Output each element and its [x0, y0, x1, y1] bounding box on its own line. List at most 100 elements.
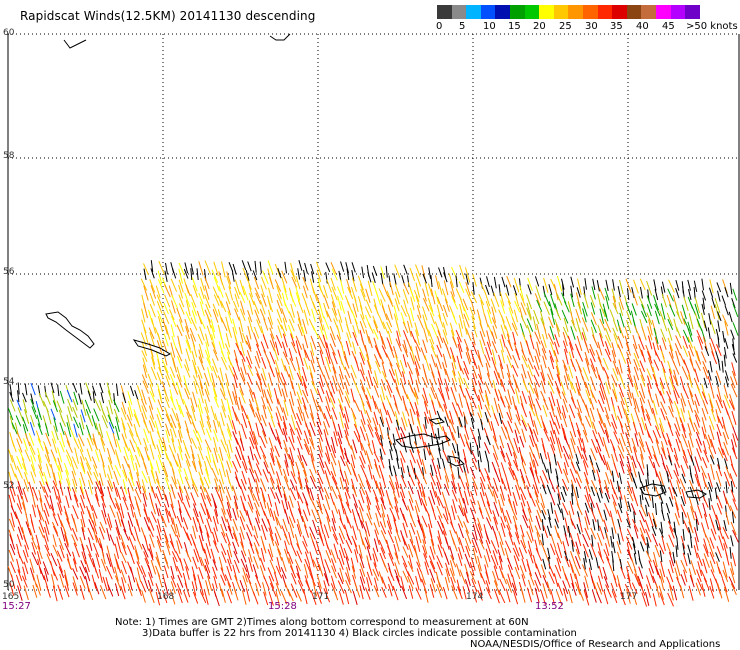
wind-barb-icon — [570, 285, 573, 298]
wind-barb-icon — [590, 460, 596, 474]
wind-barb-icon — [562, 331, 568, 347]
wind-barb-icon — [631, 455, 637, 469]
wind-barb-icon — [359, 321, 366, 334]
wind-barb-icon — [567, 373, 573, 390]
wind-barb-icon — [204, 503, 210, 520]
wind-barb-icon — [568, 510, 574, 526]
wind-barb-icon — [570, 461, 577, 474]
wind-barb-icon — [661, 447, 667, 460]
wind-barb-icon — [386, 290, 393, 305]
wind-barb-icon — [431, 323, 438, 338]
wind-barb-icon — [134, 454, 141, 468]
wind-barb-icon — [232, 541, 238, 555]
wind-barb-icon — [542, 574, 549, 589]
wind-barb-icon — [444, 416, 449, 427]
wind-barb-icon — [211, 373, 216, 388]
wind-barb-icon — [319, 350, 325, 366]
wind-barb-icon — [210, 405, 216, 421]
wind-barb-icon — [184, 420, 190, 434]
wind-barb-icon — [451, 296, 459, 310]
wind-barb-icon — [281, 556, 287, 572]
wind-barb-icon — [191, 302, 197, 316]
wind-barb-icon — [444, 408, 451, 424]
wind-barb-icon — [626, 511, 631, 526]
wind-barb-icon — [100, 495, 107, 508]
wind-barb-icon — [456, 459, 464, 473]
wind-barb-icon — [477, 354, 484, 368]
wind-barb-icon — [141, 405, 148, 420]
wind-barb-icon — [79, 477, 84, 495]
wind-barb-icon — [319, 551, 325, 568]
wind-barb-icon — [72, 582, 78, 596]
wind-barb-icon — [191, 453, 197, 470]
wind-barb-icon — [233, 495, 239, 510]
colorbar-swatch — [626, 5, 642, 19]
wind-barb-icon — [479, 281, 487, 295]
wind-barb-icon — [123, 456, 130, 468]
wind-barb-icon — [171, 468, 177, 485]
wind-barb-icon — [633, 494, 639, 507]
wind-barb-icon — [484, 467, 491, 481]
colorbar-label: 45 — [662, 21, 675, 32]
wind-barb-icon — [507, 442, 513, 457]
wind-barb-icon — [675, 502, 680, 518]
wind-barb-icon — [282, 415, 287, 430]
wind-barb-icon — [191, 350, 197, 366]
wind-barb-icon — [554, 422, 560, 435]
wind-barb-icon — [651, 512, 658, 527]
wind-barb-icon — [541, 509, 546, 520]
wind-barb-icon — [330, 549, 337, 563]
wind-barb-icon — [163, 556, 170, 569]
wind-barb-icon — [393, 273, 397, 285]
wind-barb-icon — [619, 496, 623, 509]
wind-barb-icon — [298, 300, 304, 314]
wind-barb-icon — [408, 490, 414, 503]
wind-barb-icon — [513, 542, 520, 557]
wind-barb-icon — [297, 367, 303, 382]
wind-barb-icon — [185, 508, 192, 521]
wind-barb-icon — [634, 407, 640, 423]
wind-barb-icon — [226, 275, 232, 290]
wind-barb-icon — [612, 360, 619, 375]
wind-barb-icon — [394, 298, 400, 312]
wind-barb-icon — [386, 410, 393, 424]
wind-barb-icon — [52, 525, 59, 537]
wind-barb-icon — [445, 562, 451, 577]
wind-barb-icon — [156, 524, 162, 541]
wind-barb-icon — [352, 468, 359, 482]
wind-barb-icon — [255, 380, 262, 392]
wind-barb-icon — [316, 573, 322, 589]
wind-barb-icon — [690, 536, 693, 549]
wind-barb-icon — [231, 406, 238, 422]
wind-barb-icon — [505, 284, 510, 296]
wind-barb-icon — [597, 575, 604, 592]
wind-barb-icon — [22, 566, 27, 581]
wind-barb-icon — [65, 478, 72, 491]
wind-barb-icon — [463, 512, 469, 524]
wind-barb-icon — [116, 536, 122, 553]
wind-barb-icon — [436, 481, 442, 495]
wind-barb-icon — [557, 503, 562, 514]
wind-barb-icon — [409, 383, 416, 398]
wind-barb-icon — [695, 518, 698, 531]
wind-barb-icon — [553, 429, 559, 445]
wind-barb-icon — [312, 286, 318, 302]
wind-barb-icon — [302, 366, 308, 382]
wind-barb-icon — [260, 478, 267, 492]
wind-barb-icon — [274, 359, 281, 375]
wind-barb-icon — [464, 563, 469, 577]
wind-barb-icon — [653, 414, 660, 430]
wind-barb-icon — [617, 335, 624, 349]
wind-barb-icon — [716, 423, 722, 437]
wind-barb-icon — [442, 426, 448, 442]
wind-barb-icon — [575, 477, 582, 489]
wind-barb-icon — [387, 576, 395, 590]
wind-barb-icon — [127, 390, 133, 406]
wind-barb-icon — [301, 397, 307, 410]
wind-barb-icon — [225, 373, 230, 387]
wind-barb-icon — [732, 529, 739, 543]
wind-barb-icon — [214, 509, 219, 525]
wind-barb-icon — [323, 285, 328, 299]
wind-barb-icon — [704, 433, 711, 448]
wind-barb-icon — [631, 392, 637, 409]
